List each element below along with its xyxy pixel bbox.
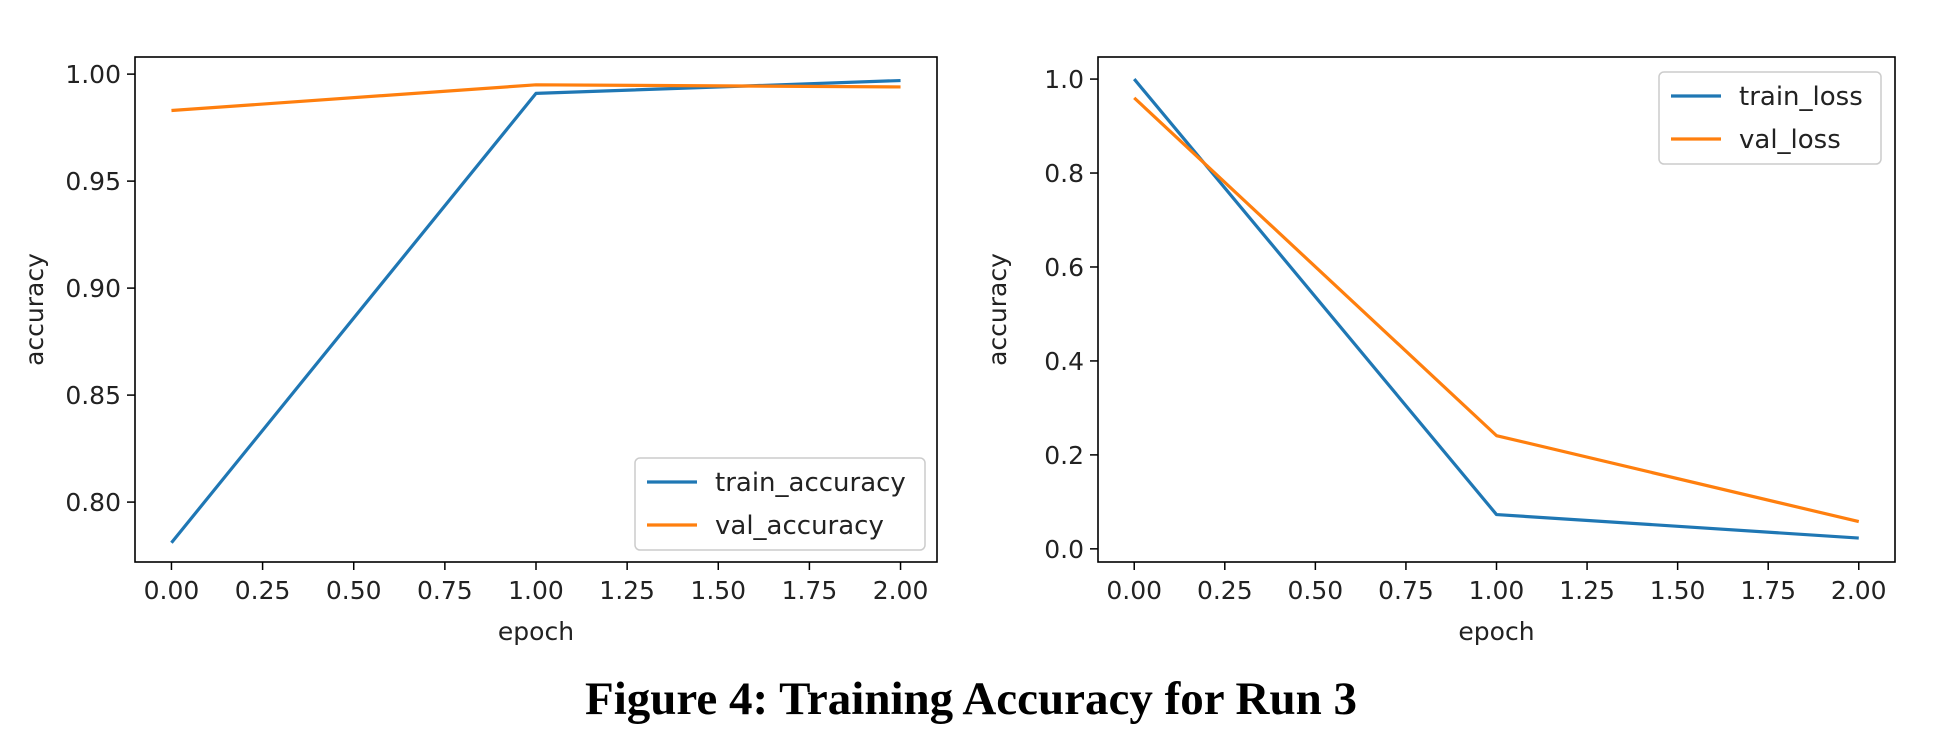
series-line-val_loss [1133,96,1860,524]
x-tick-label: 1.25 [1559,576,1615,605]
series-line-val_accuracy [171,83,901,113]
x-tick-label: 1.75 [782,576,838,605]
x-tick-label: 0.25 [235,576,291,605]
legend-box [634,457,926,551]
legend-label-val_accuracy: val_accuracy [715,511,884,541]
y-tick-label: 0.6 [1044,253,1084,282]
figure-caption: Figure 4: Training Accuracy for Run 3 [584,673,1357,725]
x-tick-label: 1.00 [508,576,564,605]
x-tick-label: 1.50 [690,576,746,605]
chart-2: 0.00 0.25 0.50 0.75 1.00 1.25 1.50 1.75 2.00 0.0 0… [983,56,1896,646]
x-tick-label: 0.50 [1288,576,1344,605]
x-tick-label: 0.75 [417,576,473,605]
x-tick-label: 0.25 [1197,576,1253,605]
y-tick-label: 0.85 [65,381,121,410]
series-line-train_loss [1132,78,1859,540]
x-tick-label: 1.25 [599,576,655,605]
plot-frame [134,56,938,563]
x-tick-label: 0.75 [1378,576,1434,605]
plot-frame [1097,56,1896,563]
x-tick-label: 1.50 [1650,576,1706,605]
x-tick-label: 1.75 [1740,576,1796,605]
y-axis-label: accuracy [20,253,49,366]
legend-label-val_loss: val_loss [1739,125,1841,155]
legend-label-train_loss: train_loss [1739,82,1863,112]
x-axis-label: epoch [1458,617,1534,646]
y-tick-label: 1.00 [65,60,121,89]
y-tick-label: 0.4 [1044,347,1084,376]
x-tick-label: 0.00 [144,576,200,605]
y-axis-label: accuracy [983,253,1012,366]
x-axis-label: epoch [498,617,574,646]
legend-label-train_accuracy: train_accuracy [715,468,906,498]
x-tick-label: 2.00 [873,576,929,605]
y-tick-label: 0.0 [1044,535,1084,564]
x-tick-label: 1.00 [1469,576,1525,605]
y-tick-label: 0.2 [1044,441,1084,470]
y-tick-label: 0.90 [65,274,121,303]
x-tick-label: 0.00 [1106,576,1162,605]
y-tick-label: 0.95 [65,167,121,196]
x-tick-label: 0.50 [326,576,382,605]
chart-1: 0.00 0.25 0.50 0.75 1.00 1.25 1.50 1.75 2.00 0.80… [20,56,938,646]
y-tick-label: 1.0 [1044,65,1084,94]
y-tick-label: 0.8 [1044,159,1084,188]
x-tick-label: 2.00 [1831,576,1887,605]
y-tick-label: 0.80 [65,488,121,517]
